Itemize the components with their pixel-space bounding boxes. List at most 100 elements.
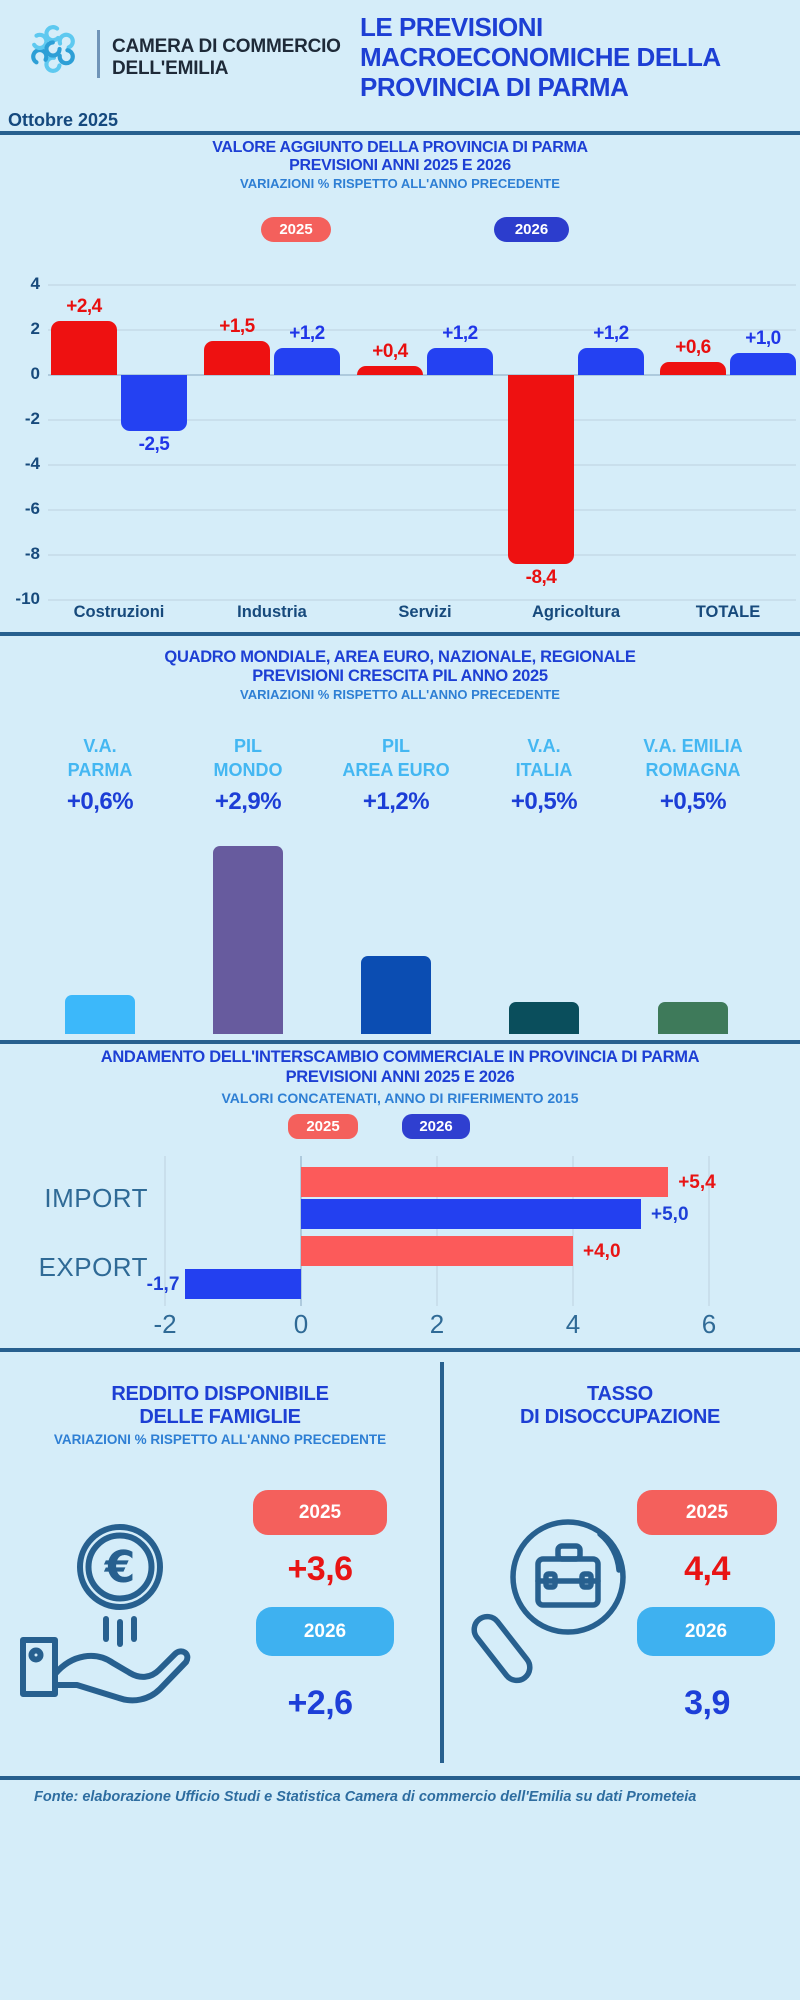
card2-2026-pill: 2026 [637, 1607, 775, 1656]
pil-value-label: +0,6% [66, 788, 134, 815]
card2-2025-value: 4,4 [684, 1550, 730, 1588]
bar-value-label: +1,0 [745, 327, 781, 349]
bar-value-label: +1,2 [442, 323, 478, 344]
pil-column-header-line2: ITALIA [515, 760, 573, 780]
gridline-x [708, 1156, 710, 1306]
footer-divider [0, 1776, 800, 1780]
pil-column-header-line1: PIL [233, 736, 262, 756]
bar-value-label: +0,6 [675, 336, 711, 358]
gridline-y [48, 284, 796, 286]
section-divider-3 [0, 1040, 800, 1044]
card2-title-line2: DI DISOCCUPAZIONE [519, 1406, 721, 1428]
pil-value-label: +1,2% [362, 788, 430, 815]
pil-column-header-line1: PIL [381, 736, 410, 756]
bar-value-label: -2,5 [138, 434, 170, 456]
gridline-y [48, 329, 796, 331]
legend-2026-pill: 2026 [402, 1114, 470, 1139]
x-axis-tick-label: -2 [153, 1309, 177, 1339]
card1-2025-pill: 2025 [253, 1490, 387, 1535]
chart2-title-line1: QUADRO MONDIALE, AREA EURO, NAZIONALE, R… [164, 648, 636, 666]
gridline-x [436, 1156, 438, 1306]
section-divider-2 [0, 632, 800, 636]
bar-value-label: -1,7 [146, 1274, 180, 1295]
gridline-x [300, 1156, 302, 1306]
category-label: Agricoltura [531, 603, 620, 621]
category-label-import: IMPORT [44, 1183, 148, 1213]
bar-V.A. EMILIA-ROMAGNA [658, 1001, 728, 1034]
card1-2025-value: +3,6 [287, 1550, 353, 1588]
y-axis-tick-label: -8 [24, 544, 40, 563]
source-note: Fonte: elaborazione Ufficio Studi e Stat… [34, 1789, 697, 1805]
bar-value-label: +5,4 [678, 1172, 716, 1193]
report-date: Ottobre 2025 [8, 110, 119, 130]
bar-Industria-2025 [204, 341, 270, 375]
section-divider-1 [0, 131, 800, 135]
bar-V.A.-ITALIA [509, 1001, 579, 1034]
gridline-y [48, 599, 796, 601]
logo-text-separator [97, 30, 100, 78]
section-divider-4 [0, 1348, 800, 1352]
bar-value-label: +1,2 [593, 323, 629, 344]
bar-TOTALE-2026 [730, 352, 796, 375]
bar-value-label: +4,0 [583, 1241, 621, 1262]
pil-column-header-line2: AREA EURO [342, 760, 450, 780]
card1-2026-pill: 2026 [256, 1607, 394, 1656]
bar-value-label: +5,0 [651, 1204, 689, 1225]
card2-title-line1: TASSO [587, 1383, 653, 1405]
x-axis-tick-label: 6 [701, 1309, 717, 1339]
chart1-title-line2: PREVISIONI ANNI 2025 E 2026 [289, 157, 511, 174]
card2-2025-pill: 2025 [637, 1490, 777, 1535]
magnifier-briefcase-icon [471, 1519, 626, 1684]
gridline-y [48, 419, 796, 421]
legend-2025-pill: 2025 [288, 1114, 358, 1139]
chart3-title-line2: PREVISIONI ANNI 2025 E 2026 [285, 1068, 515, 1086]
page-title-line3: PROVINCIA DI PARMA [360, 72, 629, 102]
bar-Costruzioni-2025 [51, 321, 117, 375]
bar-Industria-2026 [274, 348, 340, 375]
cards-vertical-divider [440, 1362, 444, 1763]
x-axis-tick-label: 0 [293, 1309, 309, 1339]
y-axis-tick-label: -2 [24, 409, 40, 428]
legend-2025-pill: 2025 [261, 217, 331, 242]
chart1-subtitle: VARIAZIONI % RISPETTO ALL'ANNO PRECEDENT… [240, 176, 560, 191]
pil-column-header-line2: PARMA [67, 760, 133, 780]
page-title-line1: LE PREVISIONI [360, 12, 543, 42]
category-label-export: EXPORT [38, 1252, 148, 1282]
y-axis-tick-label: -6 [24, 499, 40, 518]
bar-value-label: +2,4 [66, 296, 102, 317]
y-axis-tick-label: -10 [15, 589, 40, 608]
x-axis-tick-label: 4 [565, 1309, 581, 1339]
bar-Agricoltura-2025 [508, 375, 574, 564]
bar-value-label: +0,4 [372, 341, 408, 362]
svg-text:€: € [104, 1542, 136, 1593]
bar-IMPORT-2026 [301, 1199, 641, 1229]
bar-value-label: +1,2 [289, 323, 325, 344]
bar-Servizi-2026 [427, 348, 493, 375]
bar-V.A.-PARMA [65, 995, 135, 1034]
category-label: Costruzioni [73, 603, 165, 621]
chart2-title-line2: PREVISIONI CRESCITA PIL ANNO 2025 [252, 667, 548, 685]
chart2-subtitle: VARIAZIONI % RISPETTO ALL'ANNO PRECEDENT… [240, 687, 560, 702]
y-axis-tick-label: 0 [30, 364, 40, 383]
x-axis-tick-label: 2 [429, 1309, 445, 1339]
legend-2026-pill: 2026 [494, 217, 569, 242]
gridline-y [48, 464, 796, 466]
gridline-y [48, 509, 796, 511]
bar-PIL-MONDO [213, 845, 283, 1034]
y-axis-tick-label: 4 [30, 274, 40, 293]
bar-EXPORT-2026 [185, 1269, 301, 1299]
pil-value-label: +0,5% [510, 788, 578, 815]
gridline-x [164, 1156, 166, 1306]
card1-title-line2: DELLE FAMIGLIE [139, 1406, 301, 1428]
chart1-title-line1: VALORE AGGIUNTO DELLA PROVINCIA DI PARMA [212, 139, 588, 156]
category-label: Servizi [398, 603, 452, 621]
hand-euro-coin-icon: € [20, 1524, 191, 1704]
category-label: TOTALE [695, 603, 761, 621]
bar-value-label: +1,5 [219, 316, 255, 338]
bar-IMPORT-2025 [301, 1167, 669, 1197]
chart3-title-line1: ANDAMENTO DELL'INTERSCAMBIO COMMERCIALE … [100, 1048, 700, 1066]
bar-Costruzioni-2026 [121, 375, 187, 432]
bar-value-label: -8,4 [525, 567, 557, 588]
bar-PIL-AREA EURO [361, 956, 431, 1034]
